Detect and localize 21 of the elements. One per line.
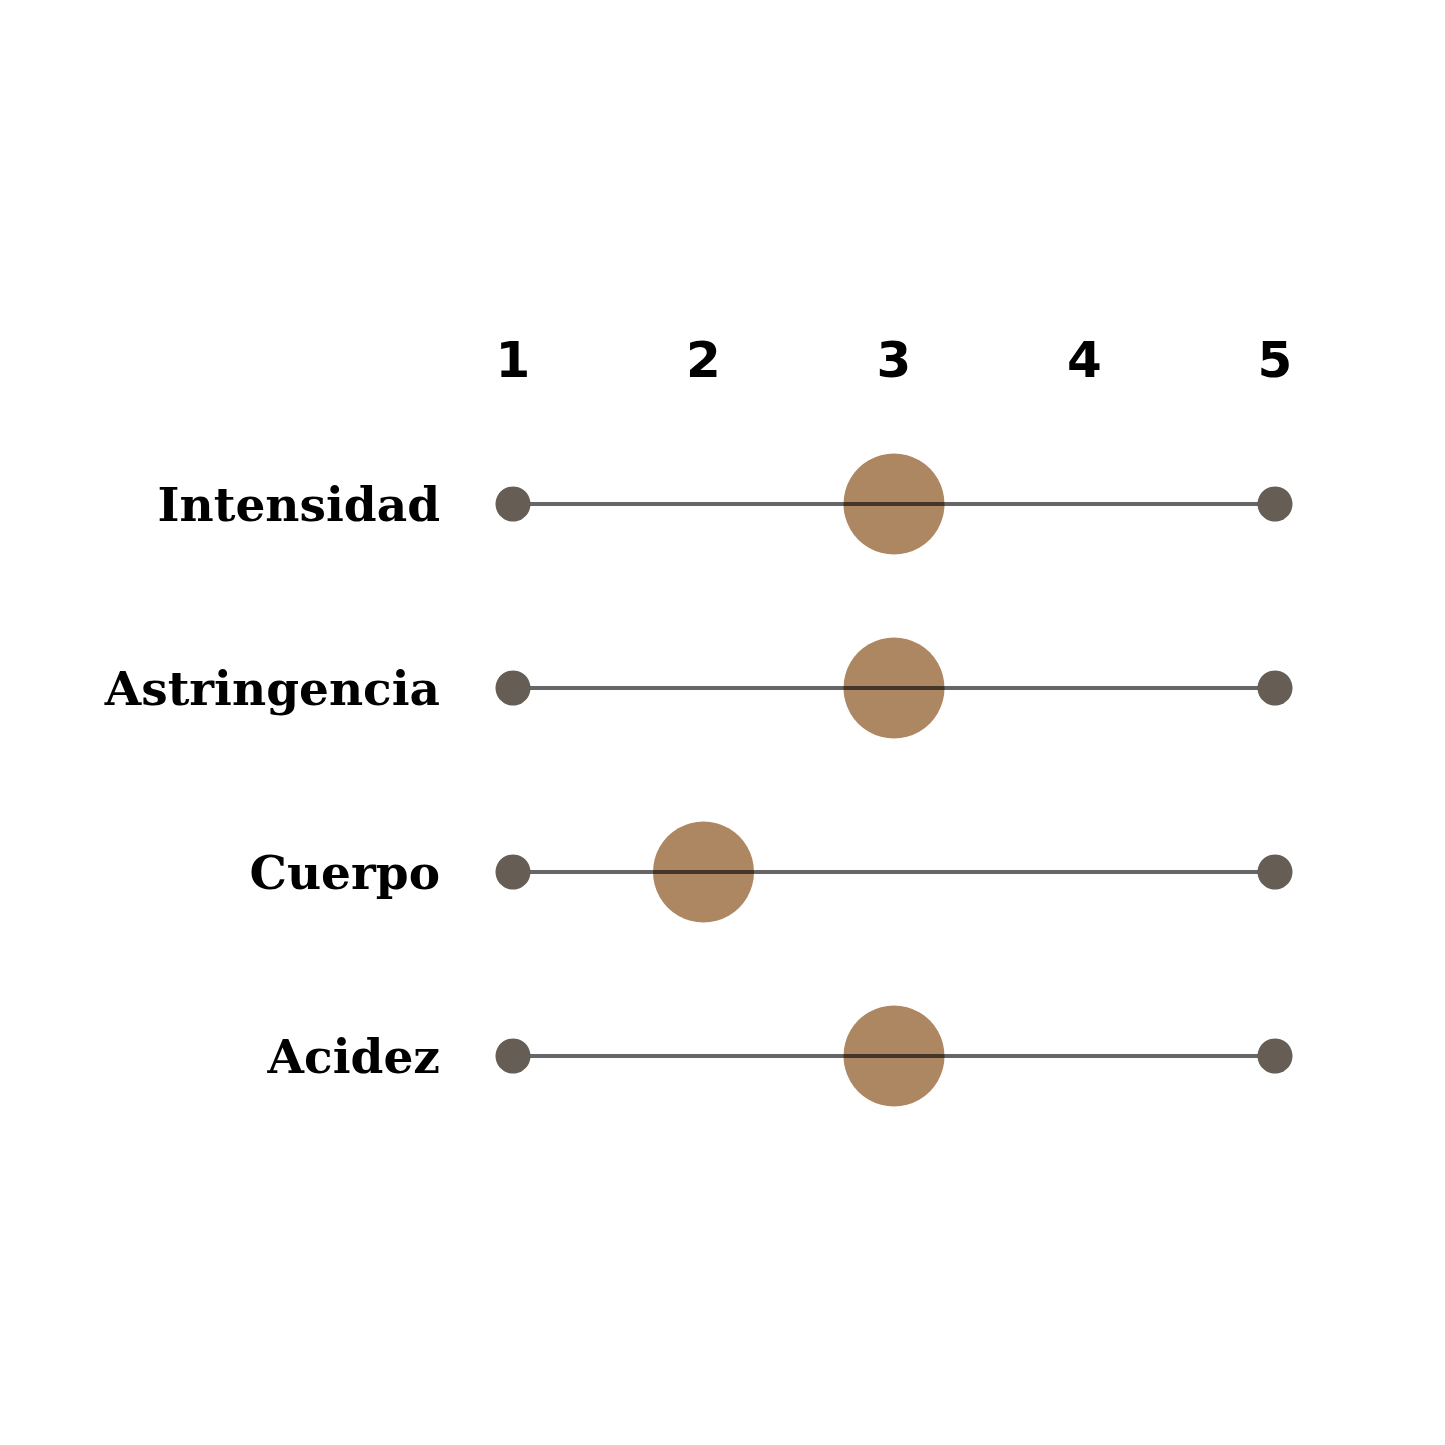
y-tick-label: Astringencia [103, 660, 440, 716]
point [495, 670, 531, 706]
point [495, 1038, 531, 1074]
point [495, 854, 531, 890]
point [843, 637, 945, 739]
x-tick-label: 1 [495, 331, 531, 389]
point [1257, 1038, 1293, 1074]
x-tick-label: 5 [1257, 331, 1293, 389]
point [1257, 670, 1293, 706]
y-tick-label: Intensidad [157, 476, 440, 532]
point [843, 453, 945, 555]
x-tick-label: 4 [1067, 331, 1102, 389]
point [1257, 854, 1293, 890]
x-tick-label: 3 [876, 331, 912, 389]
x-tick-label: 2 [686, 331, 721, 389]
point [495, 486, 531, 522]
y-tick-label: Cuerpo [249, 844, 440, 900]
point [843, 1005, 945, 1107]
y-tick-label: Acidez [266, 1028, 440, 1084]
point [653, 821, 754, 923]
point [1257, 486, 1293, 522]
